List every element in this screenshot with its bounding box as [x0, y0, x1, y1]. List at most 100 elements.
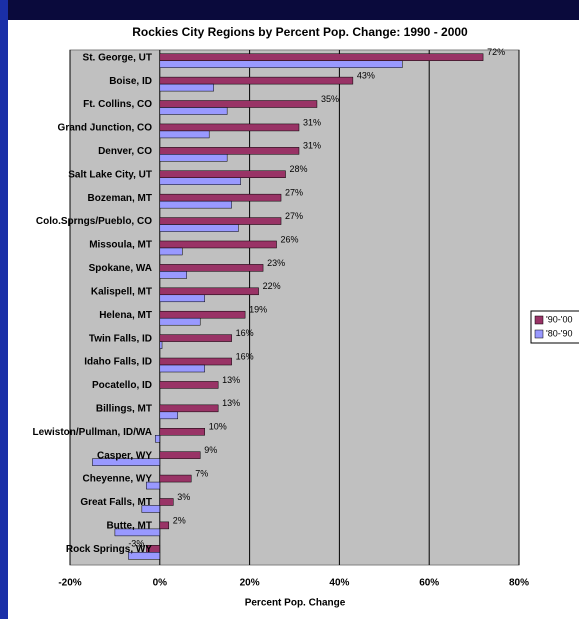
bar: [159, 404, 219, 413]
bar: [159, 498, 174, 506]
x-tick-label: -20%: [58, 578, 81, 589]
data-label: 43%: [357, 70, 375, 80]
data-label: 72%: [487, 47, 505, 57]
y-tick-label: Denver, CO: [98, 146, 152, 157]
bar: [155, 435, 161, 443]
bar: [159, 474, 192, 483]
y-tick-label: Salt Lake City, UT: [68, 169, 152, 180]
bar: [92, 458, 161, 466]
data-label: 13%: [222, 398, 240, 408]
bar: [159, 193, 282, 202]
y-tick-label: Rock Springs, WY: [66, 544, 152, 555]
bar: [159, 53, 484, 61]
legend-label: '80-'90: [546, 328, 572, 338]
bar: [159, 217, 282, 225]
bar: [159, 60, 403, 68]
data-label: 28%: [290, 164, 308, 174]
data-label: 23%: [267, 258, 285, 268]
bar: [159, 317, 201, 326]
data-label: 35%: [321, 94, 339, 104]
bar: [146, 481, 161, 490]
y-tick-label: Bozeman, MT: [88, 193, 152, 204]
y-tick-label: Lewiston/Pullman, ID/WA: [33, 427, 152, 438]
bar: [159, 170, 286, 178]
y-tick-label: St. George, UT: [83, 52, 152, 63]
bar: [159, 411, 179, 420]
data-label: -3%: [128, 539, 144, 549]
data-label: 16%: [236, 351, 254, 361]
y-tick-label: Boise, ID: [109, 76, 152, 87]
y-tick-label: Ft. Collins, CO: [83, 99, 152, 110]
plot-area: [69, 49, 520, 566]
data-label: 16%: [236, 328, 254, 338]
bar: [159, 310, 246, 319]
bar: [159, 294, 205, 303]
bar: [159, 76, 354, 85]
data-label: 9%: [204, 445, 217, 455]
x-tick-label: 40%: [329, 578, 349, 589]
bar: [159, 428, 205, 436]
y-tick-label: Casper, WY: [97, 450, 152, 461]
legend: '90-'00 '80-'90: [530, 310, 579, 344]
y-tick-label: Pocatello, ID: [92, 380, 152, 391]
y-tick-label: Colo.Sprngs/Pueblo, CO: [36, 216, 152, 227]
bar: [159, 271, 187, 279]
y-tick-label: Helena, MT: [99, 310, 152, 321]
bar: [159, 264, 264, 272]
x-tick-label: 20%: [240, 578, 260, 589]
data-label: 27%: [285, 188, 303, 198]
bar: [159, 154, 228, 162]
y-tick-label: Great Falls, MT: [80, 497, 152, 508]
bar: [159, 287, 259, 296]
x-tick-label: 80%: [509, 578, 529, 589]
data-label: 19%: [249, 305, 267, 315]
data-label: 31%: [303, 117, 321, 127]
bar: [114, 528, 161, 537]
bar: [159, 240, 277, 249]
bar: [159, 247, 183, 256]
bar: [159, 334, 232, 342]
x-tick-label: 0%: [153, 578, 168, 589]
bar: [159, 100, 318, 108]
bar: [159, 357, 232, 366]
legend-label: '90-'00: [546, 314, 572, 324]
x-axis-label: Percent Pop. Change: [245, 598, 346, 609]
y-tick-label: Spokane, WA: [89, 263, 152, 274]
data-label: 7%: [195, 468, 208, 478]
bar: [159, 224, 239, 232]
bar: [159, 341, 163, 349]
legend-swatch: [534, 315, 544, 325]
y-tick-label: Cheyenne, WY: [83, 474, 153, 485]
bar: [159, 107, 228, 115]
x-tick-label: 60%: [419, 578, 439, 589]
y-tick-label: Butte, MT: [106, 521, 152, 532]
bar: [159, 147, 300, 155]
data-label: 31%: [303, 141, 321, 151]
left-band: [0, 0, 8, 619]
data-label: 2%: [173, 515, 186, 525]
bar: [159, 130, 210, 139]
data-label: 26%: [281, 234, 299, 244]
chart-title: Rockies City Regions by Percent Pop. Cha…: [132, 25, 468, 39]
top-band: [0, 0, 579, 20]
y-tick-label: Twin Falls, ID: [89, 333, 152, 344]
bar: [159, 123, 300, 132]
legend-swatch: [534, 329, 544, 339]
data-label: 10%: [209, 422, 227, 432]
y-tick-label: Grand Junction, CO: [58, 123, 153, 134]
bar: [159, 83, 214, 92]
data-label: 3%: [177, 492, 190, 502]
bar: [159, 200, 232, 209]
bar: [159, 177, 241, 185]
bar: [159, 451, 201, 459]
bar: [159, 364, 205, 373]
data-label: 13%: [222, 375, 240, 385]
y-tick-label: Idaho Falls, ID: [84, 357, 152, 368]
data-label: 27%: [285, 211, 303, 221]
bar: [128, 552, 161, 560]
bar: [141, 505, 161, 513]
y-tick-label: Billings, MT: [96, 403, 152, 414]
data-label: 22%: [263, 281, 281, 291]
